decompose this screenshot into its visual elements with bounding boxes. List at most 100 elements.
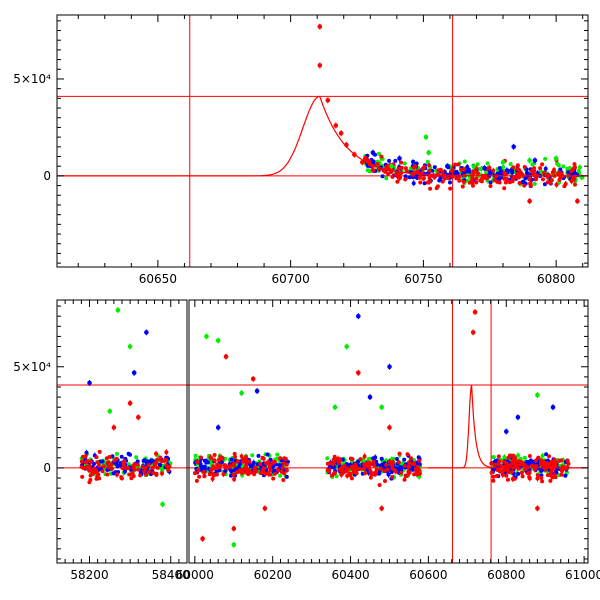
cloud-point (411, 159, 416, 164)
cloud-point (140, 465, 145, 469)
cloud-point (96, 472, 101, 477)
data-point (553, 156, 559, 161)
cloud-point (403, 177, 408, 182)
cloud-point (167, 464, 172, 469)
cloud-point (197, 474, 202, 479)
cloud-point (231, 461, 236, 466)
cloud-point (544, 452, 549, 457)
x-tick-label: 61000 (565, 568, 600, 582)
cloud-point (105, 472, 110, 477)
cloud-point (94, 455, 99, 460)
cloud-point (358, 457, 363, 462)
data-point (356, 370, 361, 376)
cloud-point (457, 178, 462, 183)
cloud-point (194, 478, 199, 483)
cloud-point (235, 459, 240, 464)
data-point (370, 167, 376, 173)
data-point (215, 338, 221, 343)
cloud-point (415, 169, 420, 174)
cloud-point (402, 161, 407, 166)
cloud-point (229, 457, 234, 462)
x-tick-label: 60750 (404, 272, 442, 286)
cloud-point (542, 182, 547, 187)
series-green (389, 134, 559, 170)
data-point (511, 144, 516, 150)
cloud-point (284, 474, 289, 479)
cloud-point (502, 186, 507, 191)
data-point (317, 63, 323, 68)
cloud-point (128, 452, 132, 457)
cloud-point (516, 471, 521, 476)
cloud-point (87, 464, 92, 469)
cloud-point (416, 455, 421, 460)
cloud-point (413, 164, 418, 169)
cloud-point (528, 181, 533, 186)
cloud-point (147, 469, 151, 474)
cloud-point (376, 471, 381, 476)
cloud-point (550, 170, 555, 175)
cloud-point (417, 175, 422, 180)
data-point (127, 344, 133, 349)
cloud-point (486, 166, 491, 171)
series-blue (370, 143, 538, 172)
cloud-point (122, 459, 127, 464)
cloud-point (349, 476, 354, 481)
cloud-point (491, 474, 496, 479)
cloud-point (378, 463, 383, 468)
cloud-point (362, 454, 367, 459)
data-point (500, 160, 506, 165)
cloud-point (510, 469, 515, 474)
cloud-point (377, 483, 382, 487)
x-tick-label: 60650 (139, 272, 177, 286)
cloud-point (511, 461, 516, 466)
cloud-point (527, 454, 532, 458)
cloud-point (521, 179, 526, 184)
cloud-point (234, 466, 239, 471)
cloud-point (280, 465, 285, 470)
cloud-point (511, 456, 516, 461)
cloud-point (555, 161, 560, 166)
cloud-point (453, 162, 458, 167)
plot-area-top (57, 15, 588, 267)
cloud-point (81, 466, 86, 471)
data-point (254, 388, 260, 394)
cloud-point (325, 461, 330, 466)
cloud-point (211, 464, 216, 469)
cloud-point (412, 472, 417, 477)
data-point (470, 330, 476, 335)
cloud-point (212, 453, 217, 457)
cloud-point (418, 180, 423, 185)
cloud-point (258, 462, 263, 466)
data-point (397, 156, 402, 161)
data-point (111, 425, 117, 430)
cloud-point (333, 470, 337, 475)
cloud-point (554, 182, 559, 187)
data-point (515, 415, 521, 420)
data-point (239, 390, 244, 396)
cloud-point (538, 169, 543, 174)
cloud-point (548, 472, 553, 477)
cloud-point (129, 476, 134, 481)
cloud-point (571, 177, 576, 182)
cloud-point (383, 479, 387, 483)
cloud-point (492, 462, 497, 467)
cloud-point (580, 175, 585, 180)
cloud-point (393, 468, 398, 473)
cloud-point (363, 471, 368, 476)
cloud-point (217, 458, 222, 463)
data-point (144, 330, 149, 335)
cloud-point (559, 472, 564, 477)
cloud-point (381, 465, 386, 470)
cloud-point (421, 176, 426, 181)
cloud-point (91, 470, 96, 475)
cloud-point (399, 470, 404, 475)
cloud-point (532, 169, 537, 173)
cloud-point (399, 165, 404, 170)
cloud-point (417, 458, 422, 463)
cloud-point (221, 472, 226, 477)
cloud-point (232, 451, 237, 456)
cloud-point (474, 176, 479, 181)
cloud-point (192, 471, 197, 476)
cloud-point (542, 170, 547, 175)
cloud-point (479, 179, 484, 184)
